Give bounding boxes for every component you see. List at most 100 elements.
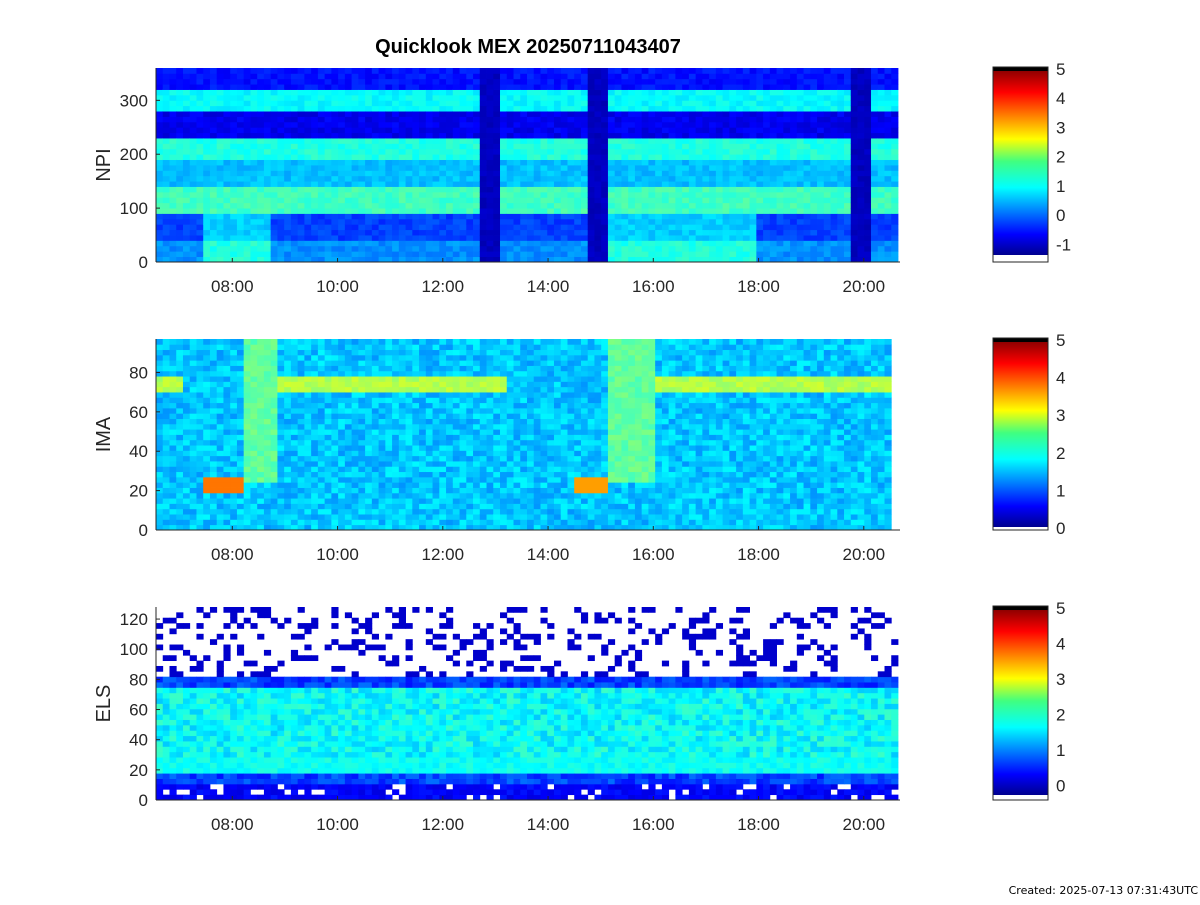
spectrogram-cell xyxy=(345,154,352,160)
spectrogram-cell xyxy=(372,79,379,85)
spectrogram-cell xyxy=(223,450,230,456)
spectrogram-cell xyxy=(217,339,224,345)
spectrogram-cell xyxy=(190,435,197,441)
spectrogram-cell xyxy=(223,165,230,171)
spectrogram-cell xyxy=(601,111,608,117)
spectrogram-cell xyxy=(729,111,736,117)
spectrogram-cell xyxy=(291,122,298,128)
spectrogram-cell xyxy=(574,246,581,252)
spectrogram-cell xyxy=(540,111,547,117)
spectrogram-cell xyxy=(514,111,521,117)
spectrogram-cell xyxy=(399,138,406,144)
spectrogram-cell xyxy=(824,90,831,96)
spectrogram-cell xyxy=(675,90,682,96)
spectrogram-cell xyxy=(338,477,345,483)
spectrogram-cell xyxy=(156,392,163,398)
spectrogram-cell xyxy=(419,197,426,203)
spectrogram-cell xyxy=(783,149,790,155)
spectrogram-cell xyxy=(318,197,325,203)
spectrogram-cell xyxy=(203,344,210,350)
spectrogram-cell xyxy=(412,176,419,182)
spectrogram-cell xyxy=(284,339,291,345)
spectrogram-cell xyxy=(460,84,467,90)
spectrogram-cell xyxy=(439,79,446,85)
spectrogram-cell xyxy=(534,79,541,85)
spectrogram-cell xyxy=(230,122,237,128)
spectrogram-cell xyxy=(325,219,332,225)
figure-title: Quicklook MEX 20250711043407 xyxy=(0,36,1056,59)
spectrogram-cell xyxy=(635,230,642,236)
spectrogram-cell xyxy=(311,339,318,345)
spectrogram-cell xyxy=(217,224,224,230)
spectrogram-cell xyxy=(250,397,257,403)
spectrogram-cell xyxy=(662,160,669,166)
spectrogram-cell xyxy=(473,176,480,182)
spectrogram-cell xyxy=(183,251,190,257)
spectrogram-cell xyxy=(783,84,790,90)
spectrogram-cell xyxy=(567,187,574,193)
spectrogram-cell xyxy=(291,127,298,133)
spectrogram-cell xyxy=(621,235,628,241)
spectrogram-cell xyxy=(163,214,170,220)
spectrogram-cell xyxy=(770,219,777,225)
spectrogram-cell xyxy=(257,419,264,425)
spectrogram-cell xyxy=(635,160,642,166)
spectrogram-cell xyxy=(176,376,183,382)
spectrogram-cell xyxy=(561,149,568,155)
spectrogram-cell xyxy=(574,90,581,96)
spectrogram-cell xyxy=(804,111,811,117)
spectrogram-cell xyxy=(250,95,257,101)
spectrogram-cell xyxy=(284,79,291,85)
spectrogram-cell xyxy=(426,84,433,90)
spectrogram-cell xyxy=(250,176,257,182)
spectrogram-cell xyxy=(291,149,298,155)
spectrogram-cell xyxy=(257,381,264,387)
spectrogram-cell xyxy=(284,187,291,193)
spectrogram-cell xyxy=(291,350,298,356)
spectrogram-cell xyxy=(864,68,871,74)
spectrogram-cell xyxy=(534,122,541,128)
spectrogram-cell xyxy=(176,214,183,220)
spectrogram-cell xyxy=(210,403,217,409)
spectrogram-cell xyxy=(871,68,878,74)
spectrogram-cell xyxy=(250,230,257,236)
spectrogram-cell xyxy=(163,240,170,246)
spectrogram-cell xyxy=(230,95,237,101)
spectrogram-cell xyxy=(810,219,817,225)
spectrogram-cell xyxy=(210,90,217,96)
spectrogram-cell xyxy=(750,154,757,160)
spectrogram-cell xyxy=(190,95,197,101)
spectrogram-cell xyxy=(588,160,595,166)
spectrogram-cell xyxy=(642,219,649,225)
spectrogram-cell xyxy=(250,197,257,203)
spectrogram-cell xyxy=(453,240,460,246)
spectrogram-cell xyxy=(196,230,203,236)
spectrogram-cell xyxy=(844,192,851,198)
spectrogram-cell xyxy=(554,181,561,187)
spectrogram-cell xyxy=(331,208,338,214)
spectrogram-cell xyxy=(311,181,318,187)
spectrogram-cell xyxy=(756,235,763,241)
spectrogram-cell xyxy=(534,219,541,225)
spectrogram-cell xyxy=(635,117,642,123)
spectrogram-cell xyxy=(837,240,844,246)
spectrogram-cell xyxy=(291,203,298,209)
spectrogram-cell xyxy=(244,84,251,90)
spectrogram-cell xyxy=(797,95,804,101)
spectrogram-cell xyxy=(574,197,581,203)
spectrogram-cell xyxy=(716,117,723,123)
spectrogram-cell xyxy=(291,424,298,430)
spectrogram-cell xyxy=(331,350,338,356)
spectrogram-cell xyxy=(298,170,305,176)
spectrogram-cell xyxy=(264,165,271,171)
spectrogram-cell xyxy=(406,154,413,160)
spectrogram-cell xyxy=(210,493,217,499)
spectrogram-cell xyxy=(756,143,763,149)
spectrogram-cell xyxy=(244,122,251,128)
spectrogram-cell xyxy=(345,181,352,187)
spectrogram-cell xyxy=(169,117,176,123)
spectrogram-cell xyxy=(446,230,453,236)
spectrogram-cell xyxy=(385,170,392,176)
spectrogram-cell xyxy=(223,498,230,504)
spectrogram-cell xyxy=(331,397,338,403)
